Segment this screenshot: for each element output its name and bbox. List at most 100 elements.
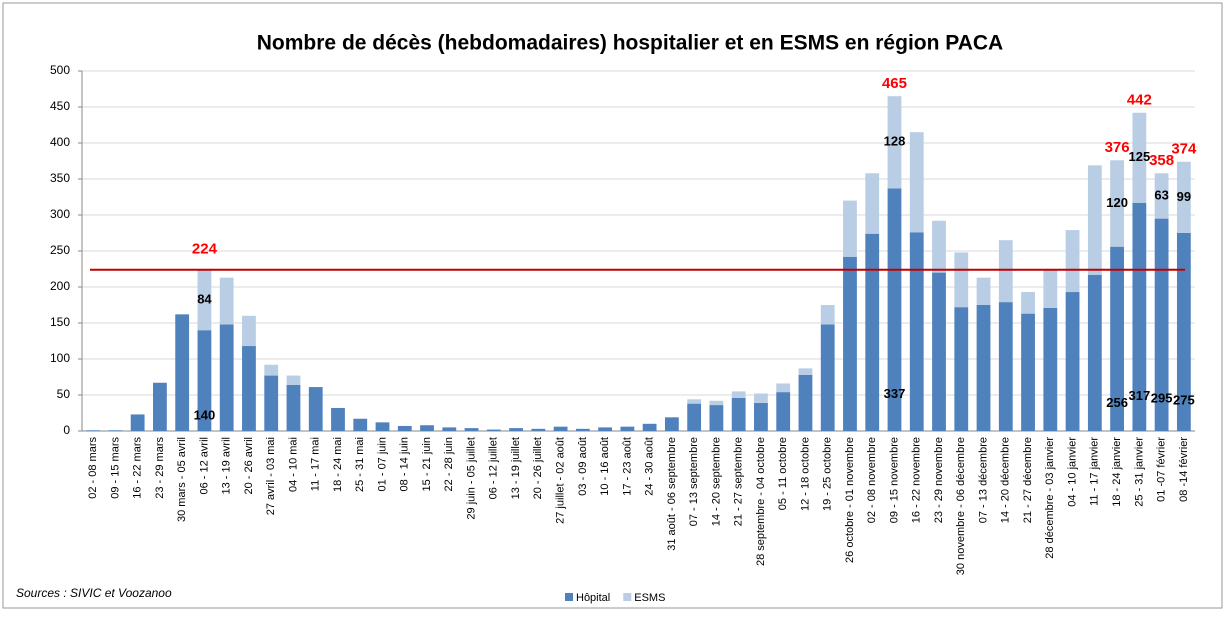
y-tick-label: 500	[50, 63, 70, 77]
bar-segment	[130, 414, 145, 431]
bar-segment	[687, 403, 702, 431]
x-tick-label: 06 - 12 avril	[198, 437, 210, 494]
bar-segment	[620, 426, 635, 431]
bar-segment	[197, 330, 212, 431]
y-tick-label: 350	[50, 171, 70, 185]
legend-label: ESMS	[634, 592, 665, 604]
value-label: 99	[1177, 189, 1191, 204]
bar-segment	[331, 407, 345, 431]
bar-segment	[865, 173, 880, 234]
x-tick-label: 10 - 16 août	[599, 437, 611, 496]
x-tick-label: 21 - 27 décembre	[1022, 437, 1034, 523]
x-tick-label: 23 - 29 mars	[154, 437, 166, 499]
bar-segment	[709, 405, 724, 431]
bar-segment	[642, 423, 657, 431]
x-tick-label: 04 - 10 janvier	[1066, 437, 1078, 507]
x-tick-label: 09 - 15 mars	[109, 437, 121, 499]
value-label: 317	[1128, 388, 1150, 403]
bar-segment	[865, 233, 880, 431]
x-tick-label: 08 - 14 juin	[399, 437, 411, 491]
x-tick-label: 17 - 23 août	[621, 437, 633, 496]
x-tick-label: 25 - 31 janvier	[1133, 437, 1145, 507]
bar-segment	[954, 307, 969, 431]
bar-segment	[242, 315, 256, 347]
y-tick-label: 100	[50, 351, 70, 365]
bar-segment	[197, 269, 212, 331]
x-tick-label: 13 - 19 avril	[221, 437, 233, 494]
bar-segment	[998, 240, 1013, 303]
legend-label: Hôpital	[576, 592, 610, 604]
bar-segment	[1021, 313, 1035, 431]
bar-segment	[731, 391, 746, 398]
value-label: 140	[194, 407, 216, 422]
bar-segment	[264, 364, 279, 376]
bar-segment	[909, 232, 924, 431]
value-label: 84	[197, 291, 212, 306]
x-tick-label: 06 - 12 juillet	[488, 437, 500, 499]
bar-segment	[976, 277, 991, 305]
x-tick-label: 28 septembre - 04 octobre	[755, 437, 767, 566]
x-tick-label: 09 - 15 novembre	[888, 437, 900, 523]
bar-segment	[1154, 218, 1169, 431]
value-label: 295	[1151, 391, 1173, 406]
y-tick-label: 150	[50, 315, 70, 329]
bar-segment	[108, 430, 123, 431]
bar-segment	[709, 400, 724, 406]
bar-segment	[1065, 292, 1080, 431]
bar-segment	[798, 368, 813, 375]
x-tick-label: 07 - 13 décembre	[977, 437, 989, 523]
bar-segment	[776, 383, 791, 393]
value-label: 63	[1154, 187, 1168, 202]
value-label: 275	[1173, 393, 1195, 408]
bar-segment	[286, 375, 301, 385]
bar-segment	[1176, 161, 1191, 233]
x-tick-label: 16 - 22 novembre	[911, 437, 923, 523]
y-tick-label: 450	[50, 99, 70, 113]
bar-segment	[175, 314, 190, 431]
x-tick-label: 03 - 09 août	[577, 437, 589, 496]
bar-segment	[1110, 160, 1124, 247]
x-tick-label: 28 décembre - 03 janvier	[1044, 437, 1056, 559]
bar-segment	[353, 418, 368, 431]
value-label: 256	[1106, 395, 1128, 410]
bar-segment	[219, 324, 234, 431]
y-tick-label: 300	[50, 207, 70, 221]
bar-segment	[575, 428, 590, 431]
bar-segment	[86, 430, 101, 431]
bar-segment	[932, 272, 946, 431]
y-tick-label: 200	[50, 279, 70, 293]
x-tick-label: 13 - 19 juillet	[510, 437, 522, 499]
bar-segment	[242, 346, 256, 431]
bar-segment	[887, 96, 902, 189]
x-tick-label: 16 - 22 mars	[132, 437, 144, 499]
bar-segment	[754, 393, 768, 403]
x-tick-label: 20 - 26 juillet	[532, 437, 544, 499]
x-tick-label: 02 - 08 mars	[87, 437, 99, 499]
total-label: 358	[1149, 152, 1174, 169]
bar-segment	[932, 220, 946, 273]
bar-segment	[1176, 233, 1191, 431]
chart-title: Nombre de décès (hebdomadaires) hospital…	[257, 32, 1003, 55]
bar-segment	[998, 302, 1013, 431]
bar-segment	[687, 399, 702, 404]
bar-segment	[820, 324, 835, 431]
bar-segment	[731, 397, 746, 431]
x-tick-label: 25 - 31 mai	[354, 437, 366, 492]
y-tick-label: 250	[50, 243, 70, 257]
bar-segment	[776, 392, 791, 431]
bar-segment	[1132, 202, 1147, 431]
bar-segment	[219, 277, 234, 325]
bar-segment	[843, 256, 857, 431]
value-label: 125	[1128, 149, 1150, 164]
bar-segment	[1065, 230, 1080, 293]
y-tick-label: 400	[50, 135, 70, 149]
source: Sources : SIVIC et Voozanoo	[16, 586, 172, 600]
bar-segment	[1043, 307, 1058, 431]
bar-segment	[843, 200, 857, 257]
bar-segment	[1087, 165, 1102, 275]
x-tick-label: 15 - 21 juin	[421, 437, 433, 491]
legend-swatch	[623, 593, 632, 601]
x-tick-label: 18 - 24 janvier	[1111, 437, 1123, 507]
x-tick-label: 18 - 24 mai	[332, 437, 344, 492]
